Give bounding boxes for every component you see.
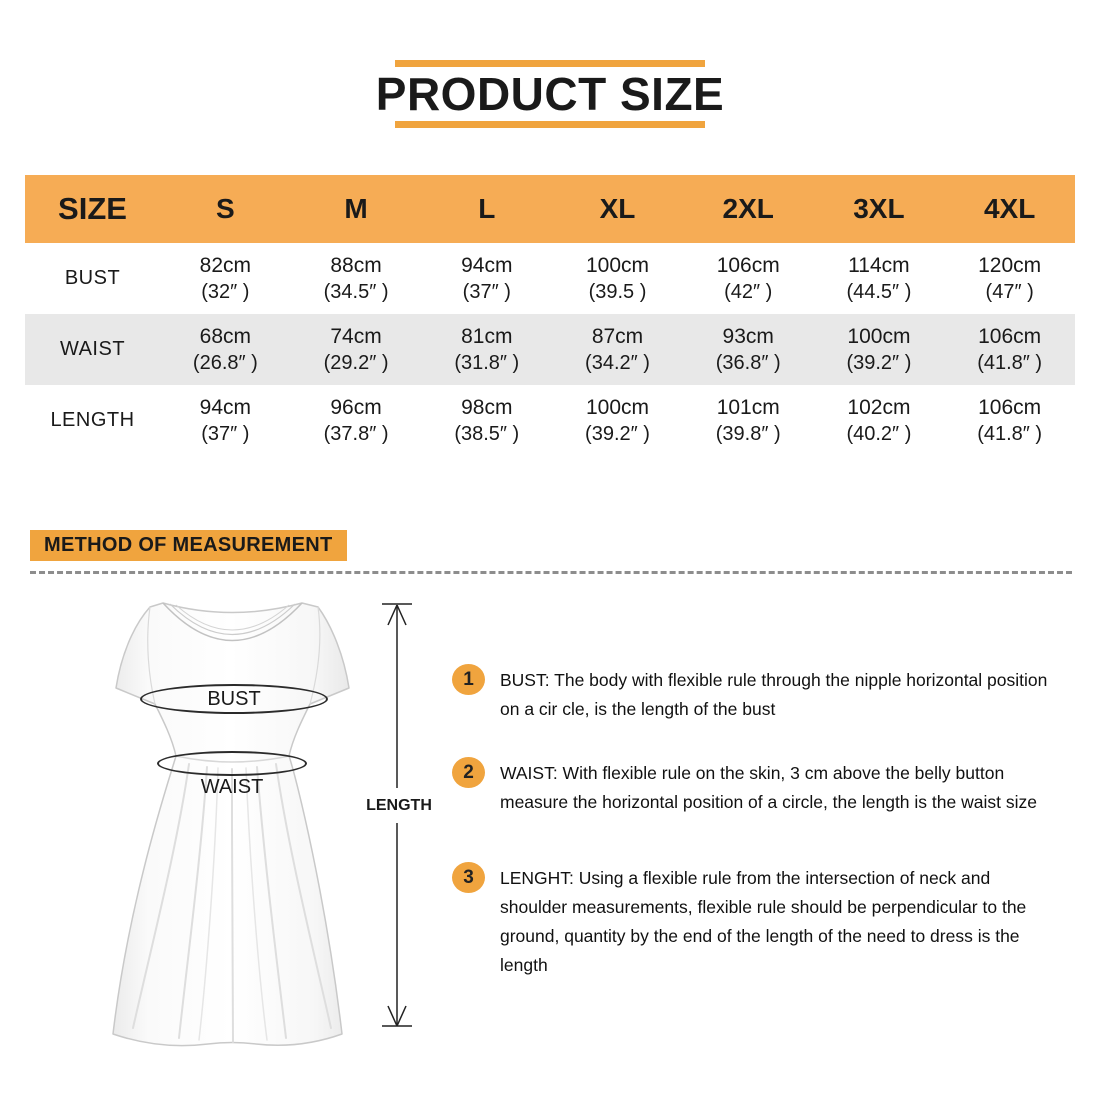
size-cell: 100cm (39.2″ ): [552, 395, 683, 447]
size-value-cm: 94cm: [199, 395, 252, 419]
size-value-inch: (39.8″ ): [715, 422, 781, 445]
size-value-inch: (32″ ): [201, 280, 250, 303]
title-bar-bottom: [395, 121, 705, 128]
dress-illustration: [112, 602, 350, 1047]
bust-diagram-label: BUST: [207, 688, 261, 710]
size-cell: 100cm (39.5 ): [552, 253, 683, 305]
size-value-cm: 106cm: [978, 395, 1042, 419]
size-value-cm: 96cm: [330, 395, 382, 419]
size-cell: 106cm (42″ ): [683, 253, 814, 305]
instruction-text-waist: WAIST: With flexible rule on the skin, 3…: [500, 763, 1037, 812]
size-cell: 81cm (31.8″ ): [421, 324, 552, 376]
size-value-cm: 74cm: [330, 324, 382, 348]
header-cell-xl: XL: [599, 193, 636, 224]
size-value-cm: 94cm: [461, 253, 513, 277]
size-value-cm: 100cm: [585, 253, 649, 277]
size-value-inch: (41.8″ ): [977, 351, 1043, 374]
size-value-cm: 93cm: [722, 324, 774, 348]
size-value-inch: (29.2″ ): [323, 351, 389, 374]
instruction-number-badge: 2: [452, 757, 485, 788]
size-value-cm: 106cm: [978, 324, 1042, 348]
size-value-inch: (26.8″ ): [192, 351, 258, 374]
size-value-inch: (38.5″ ): [454, 422, 520, 445]
size-cell: 93cm (36.8″ ): [683, 324, 814, 376]
size-cell: 68cm (26.8″ ): [160, 324, 291, 376]
size-value-inch: (34.5″ ): [323, 280, 389, 303]
title-bar-top: [395, 60, 705, 67]
size-value-inch: (37″ ): [201, 422, 250, 445]
size-cell: 100cm (39.2″ ): [814, 324, 945, 376]
table-row-length: LENGTH 94cm (37″ ) 96cm (37.8″ ) 98cm (38.5…: [25, 385, 1075, 456]
size-cell: 102cm (40.2″ ): [814, 395, 945, 447]
dashed-divider: [30, 571, 1072, 574]
size-value-inch: (36.8″ ): [715, 351, 781, 374]
bust-measure-ellipse: [140, 684, 328, 714]
size-value-cm: 88cm: [330, 253, 382, 277]
waist-diagram-label: WAIST: [200, 776, 264, 798]
size-cell: 87cm (34.2″ ): [552, 324, 683, 376]
size-cell: 120cm (47″ ): [944, 253, 1075, 305]
size-value-inch: (34.2″ ): [585, 351, 650, 374]
size-cell: 98cm (38.5″ ): [421, 395, 552, 447]
size-cell: 101cm (39.8″ ): [683, 395, 814, 447]
size-cell: 96cm (37.8″ ): [291, 395, 422, 447]
size-cell: 106cm (41.8″ ): [944, 324, 1075, 376]
header-cell-3xl: 3XL: [853, 193, 905, 224]
size-value-inch: (47″ ): [985, 280, 1034, 303]
size-table: SIZE S M L XL 2XL 3XL 4XL BUST 82cm (32″ …: [25, 175, 1075, 456]
length-diagram-label: LENGTH: [366, 797, 432, 814]
length-arrow: [382, 603, 412, 1027]
size-value-cm: 120cm: [978, 253, 1042, 277]
size-value-cm: 82cm: [199, 253, 252, 277]
size-value-inch: (42″ ): [724, 280, 773, 303]
size-cell: 94cm (37″ ): [160, 395, 291, 447]
size-value-cm: 102cm: [847, 395, 911, 419]
instruction-number-badge: 1: [452, 664, 485, 695]
header-cell-m: M: [344, 193, 368, 224]
size-value-inch: (37″ ): [462, 280, 511, 303]
size-cell: 82cm (32″ ): [160, 253, 291, 305]
size-value-cm: 114cm: [848, 253, 910, 277]
header-cell-4xl: 4XL: [983, 193, 1036, 224]
method-heading: METHOD OF MEASUREMENT: [30, 530, 347, 561]
header-cell-s: S: [216, 193, 235, 224]
size-value-cm: 100cm: [585, 395, 649, 419]
size-value-inch: (37.8″ ): [323, 422, 389, 445]
header-cell-size: SIZE: [58, 191, 127, 226]
header-cell-l: L: [478, 193, 496, 224]
size-value-cm: 100cm: [847, 324, 911, 348]
size-cell: 94cm (37″ ): [421, 253, 552, 305]
size-table-header-row: SIZE S M L XL 2XL 3XL 4XL: [25, 175, 1075, 243]
size-value-cm: 87cm: [591, 324, 644, 348]
page-title: PRODUCT SIZE: [375, 68, 725, 120]
row-label-bust: BUST: [64, 267, 121, 289]
header-cell-2xl: 2XL: [722, 193, 774, 224]
instruction-text-length: LENGHT: Using a flexible rule from the i…: [500, 868, 1027, 975]
size-value-inch: (39.5 ): [588, 280, 647, 303]
instruction-text-bust: BUST: The body with flexible rule throug…: [500, 670, 1048, 719]
title-block: PRODUCT SIZE: [0, 60, 1100, 128]
row-label-length: LENGTH: [50, 409, 135, 431]
size-cell: 114cm (44.5″ ): [814, 253, 945, 305]
table-row-bust: BUST 82cm (32″ ) 88cm (34.5″ ) 94cm (37″ ) …: [25, 243, 1075, 314]
size-value-cm: 101cm: [716, 395, 780, 419]
size-value-cm: 68cm: [199, 324, 252, 348]
size-value-inch: (39.2″ ): [846, 351, 912, 374]
size-value-inch: (41.8″ ): [977, 422, 1043, 445]
size-value-inch: (40.2″ ): [846, 422, 912, 445]
size-cell: 88cm (34.5″ ): [291, 253, 422, 305]
size-value-cm: 81cm: [461, 324, 513, 348]
size-value-inch: (31.8″ ): [454, 351, 520, 374]
size-value-cm: 106cm: [716, 253, 780, 277]
size-value-inch: (39.2″ ): [585, 422, 650, 445]
table-row-waist: WAIST 68cm (26.8″ ) 74cm (29.2″ ) 81cm (31.…: [25, 314, 1075, 385]
waist-measure-ellipse: [157, 751, 307, 776]
row-label-waist: WAIST: [59, 338, 126, 360]
size-value-inch: (44.5″ ): [846, 280, 912, 303]
instruction-number-badge: 3: [452, 862, 485, 893]
size-cell: 106cm (41.8″ ): [944, 395, 1075, 447]
size-cell: 74cm (29.2″ ): [291, 324, 422, 376]
size-value-cm: 98cm: [461, 395, 513, 419]
